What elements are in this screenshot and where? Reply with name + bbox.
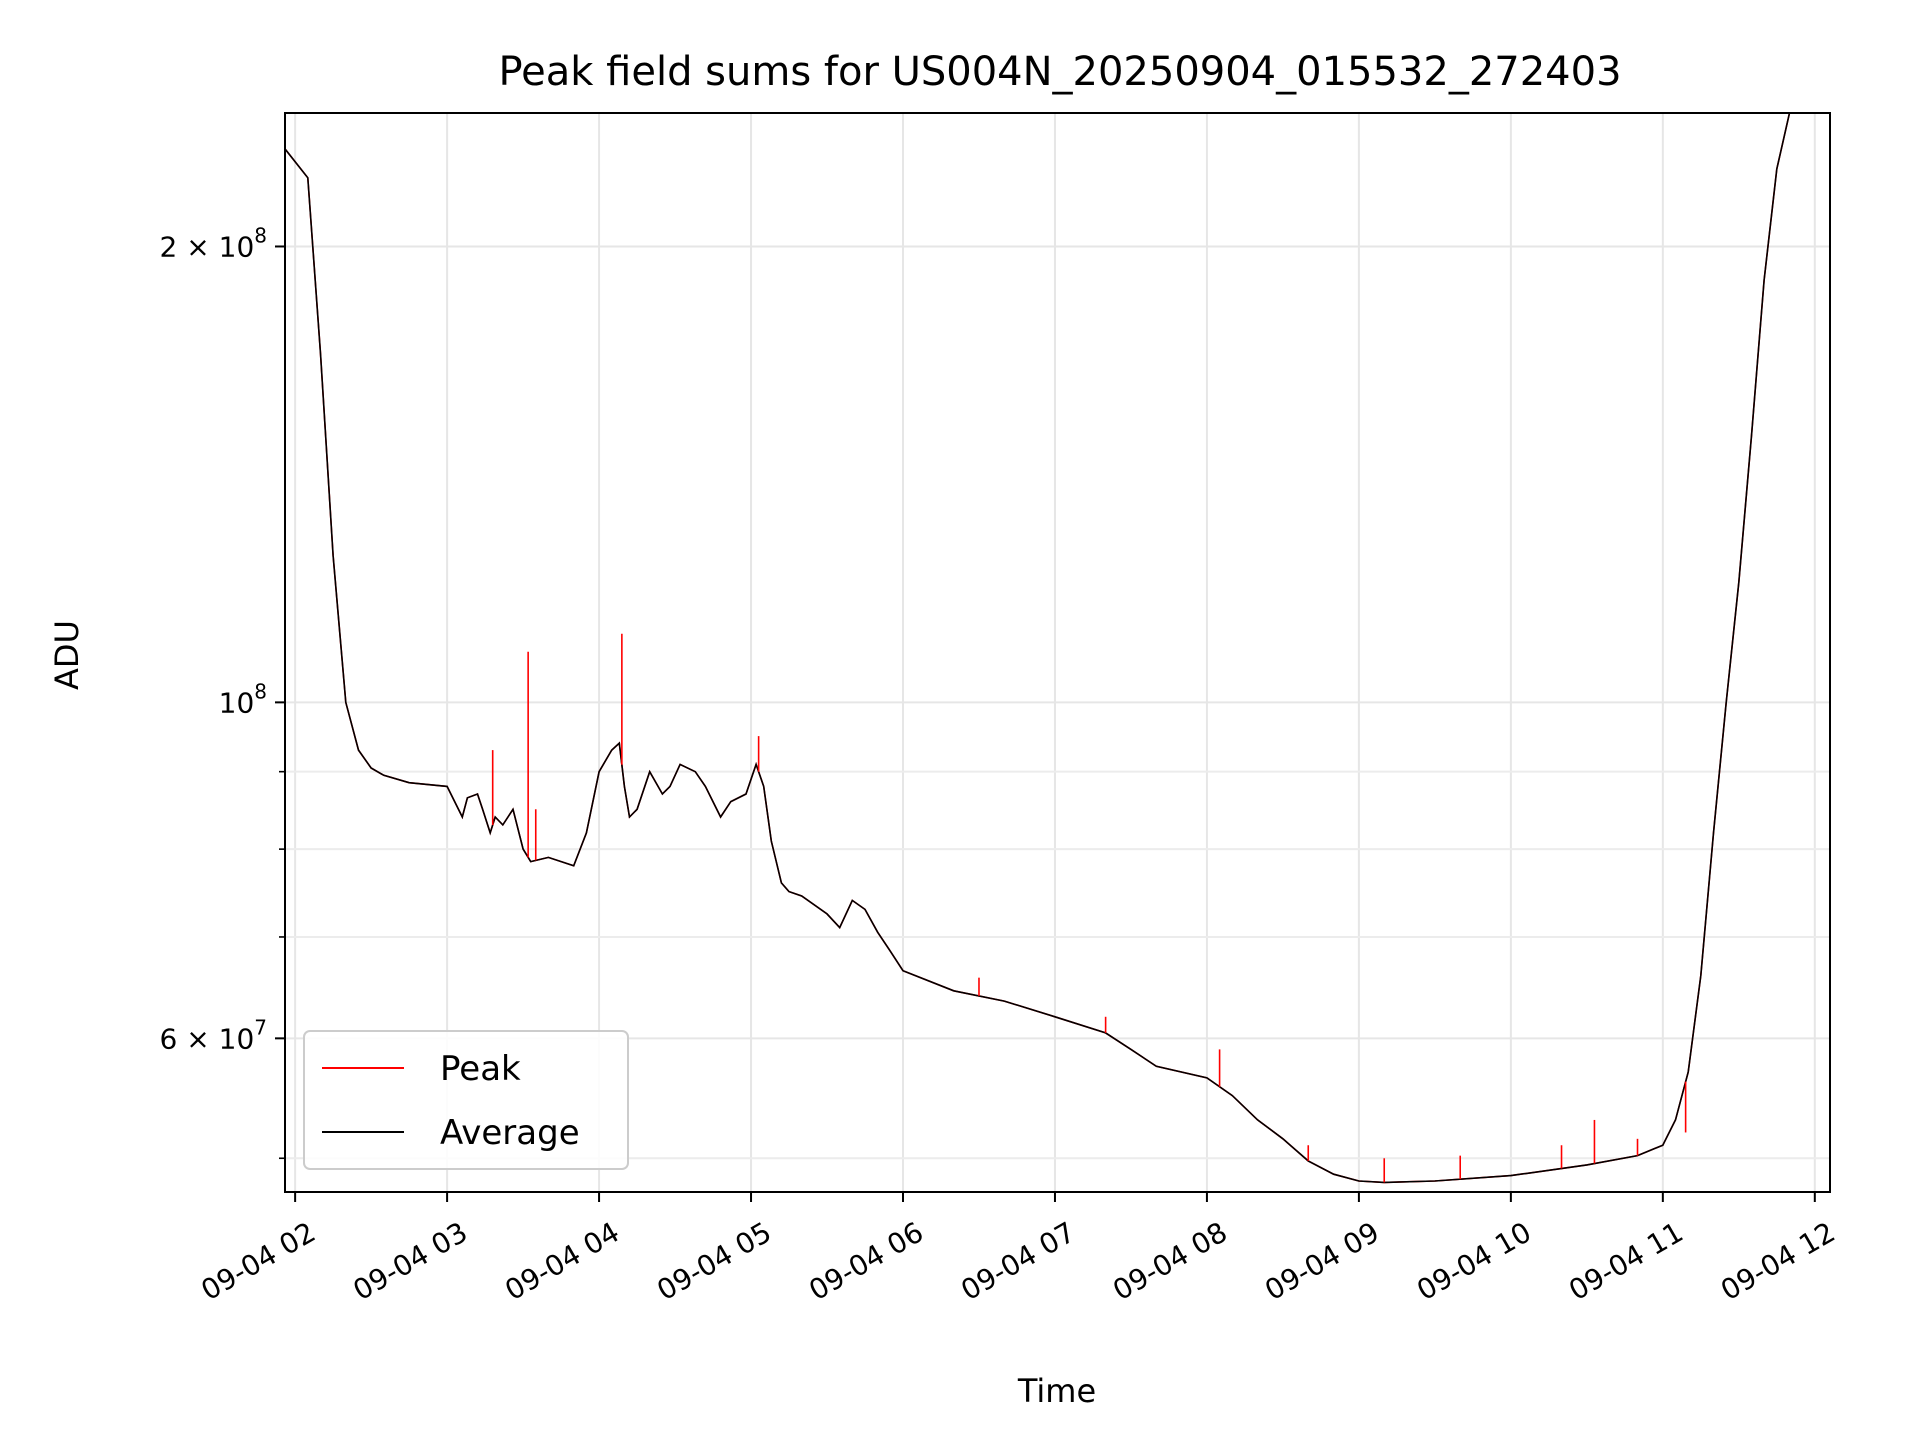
legend-label-peak: Peak [440, 1049, 521, 1089]
plot-clip-group [285, 113, 1803, 1184]
chart-title: Peak field sums for US004N_20250904_0155… [498, 49, 1621, 95]
peak-spikes [491, 633, 1687, 1183]
y-tick-label: 108 [219, 679, 267, 719]
y-axis-title: ADU [48, 620, 86, 690]
legend-box [303, 1030, 629, 1170]
series-line-average [285, 113, 1803, 1184]
y-tick-label: 2 × 108 [160, 223, 267, 263]
plot-frame [284, 112, 1831, 1193]
legend-label-average: Average [440, 1113, 580, 1153]
x-axis-title: Time [1017, 1372, 1096, 1410]
y-axis: 6 × 107 108 2 × 108 [160, 223, 285, 1160]
y-tick-label: 6 × 107 [160, 1015, 267, 1055]
legend: Peak Average [303, 1030, 629, 1170]
